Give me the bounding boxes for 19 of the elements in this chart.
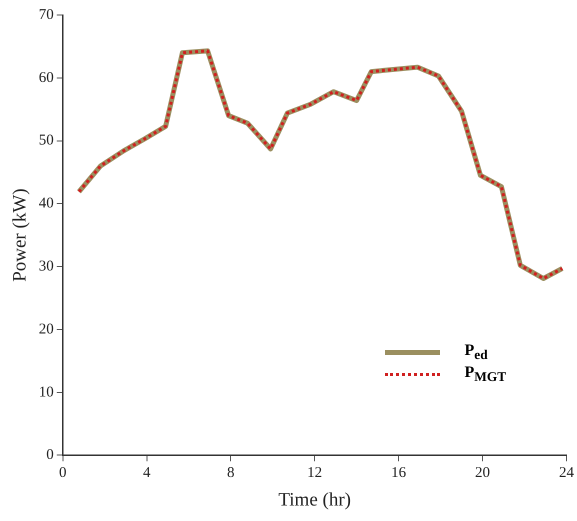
x-tick-label: 16: [391, 465, 407, 482]
y-tick-label: 10: [38, 384, 54, 400]
y-tick-label: 40: [38, 196, 54, 212]
x-tick-label: 20: [475, 465, 490, 482]
y-tick-label: 0: [46, 447, 54, 464]
legend-label: P$_{ed}$: [464, 342, 488, 363]
y-tick-label: 20: [38, 321, 54, 338]
y-tick-label: 50: [38, 132, 54, 149]
y-axis-title: Power (kW): [9, 188, 30, 282]
x-axis-title: Time (hr): [278, 490, 351, 511]
x-tick-label: 24: [559, 465, 574, 482]
x-tick-label: 0: [59, 465, 67, 482]
x-tick-label: 8: [226, 465, 234, 482]
y-tick-label: 60: [38, 70, 54, 86]
x-tick-label: 12: [307, 465, 322, 482]
x-tick-label: 4: [143, 465, 151, 482]
legend-label: P$_{MGT}$: [464, 364, 506, 385]
y-tick-label: 30: [38, 258, 54, 274]
y-tick-label: 70: [38, 6, 54, 23]
